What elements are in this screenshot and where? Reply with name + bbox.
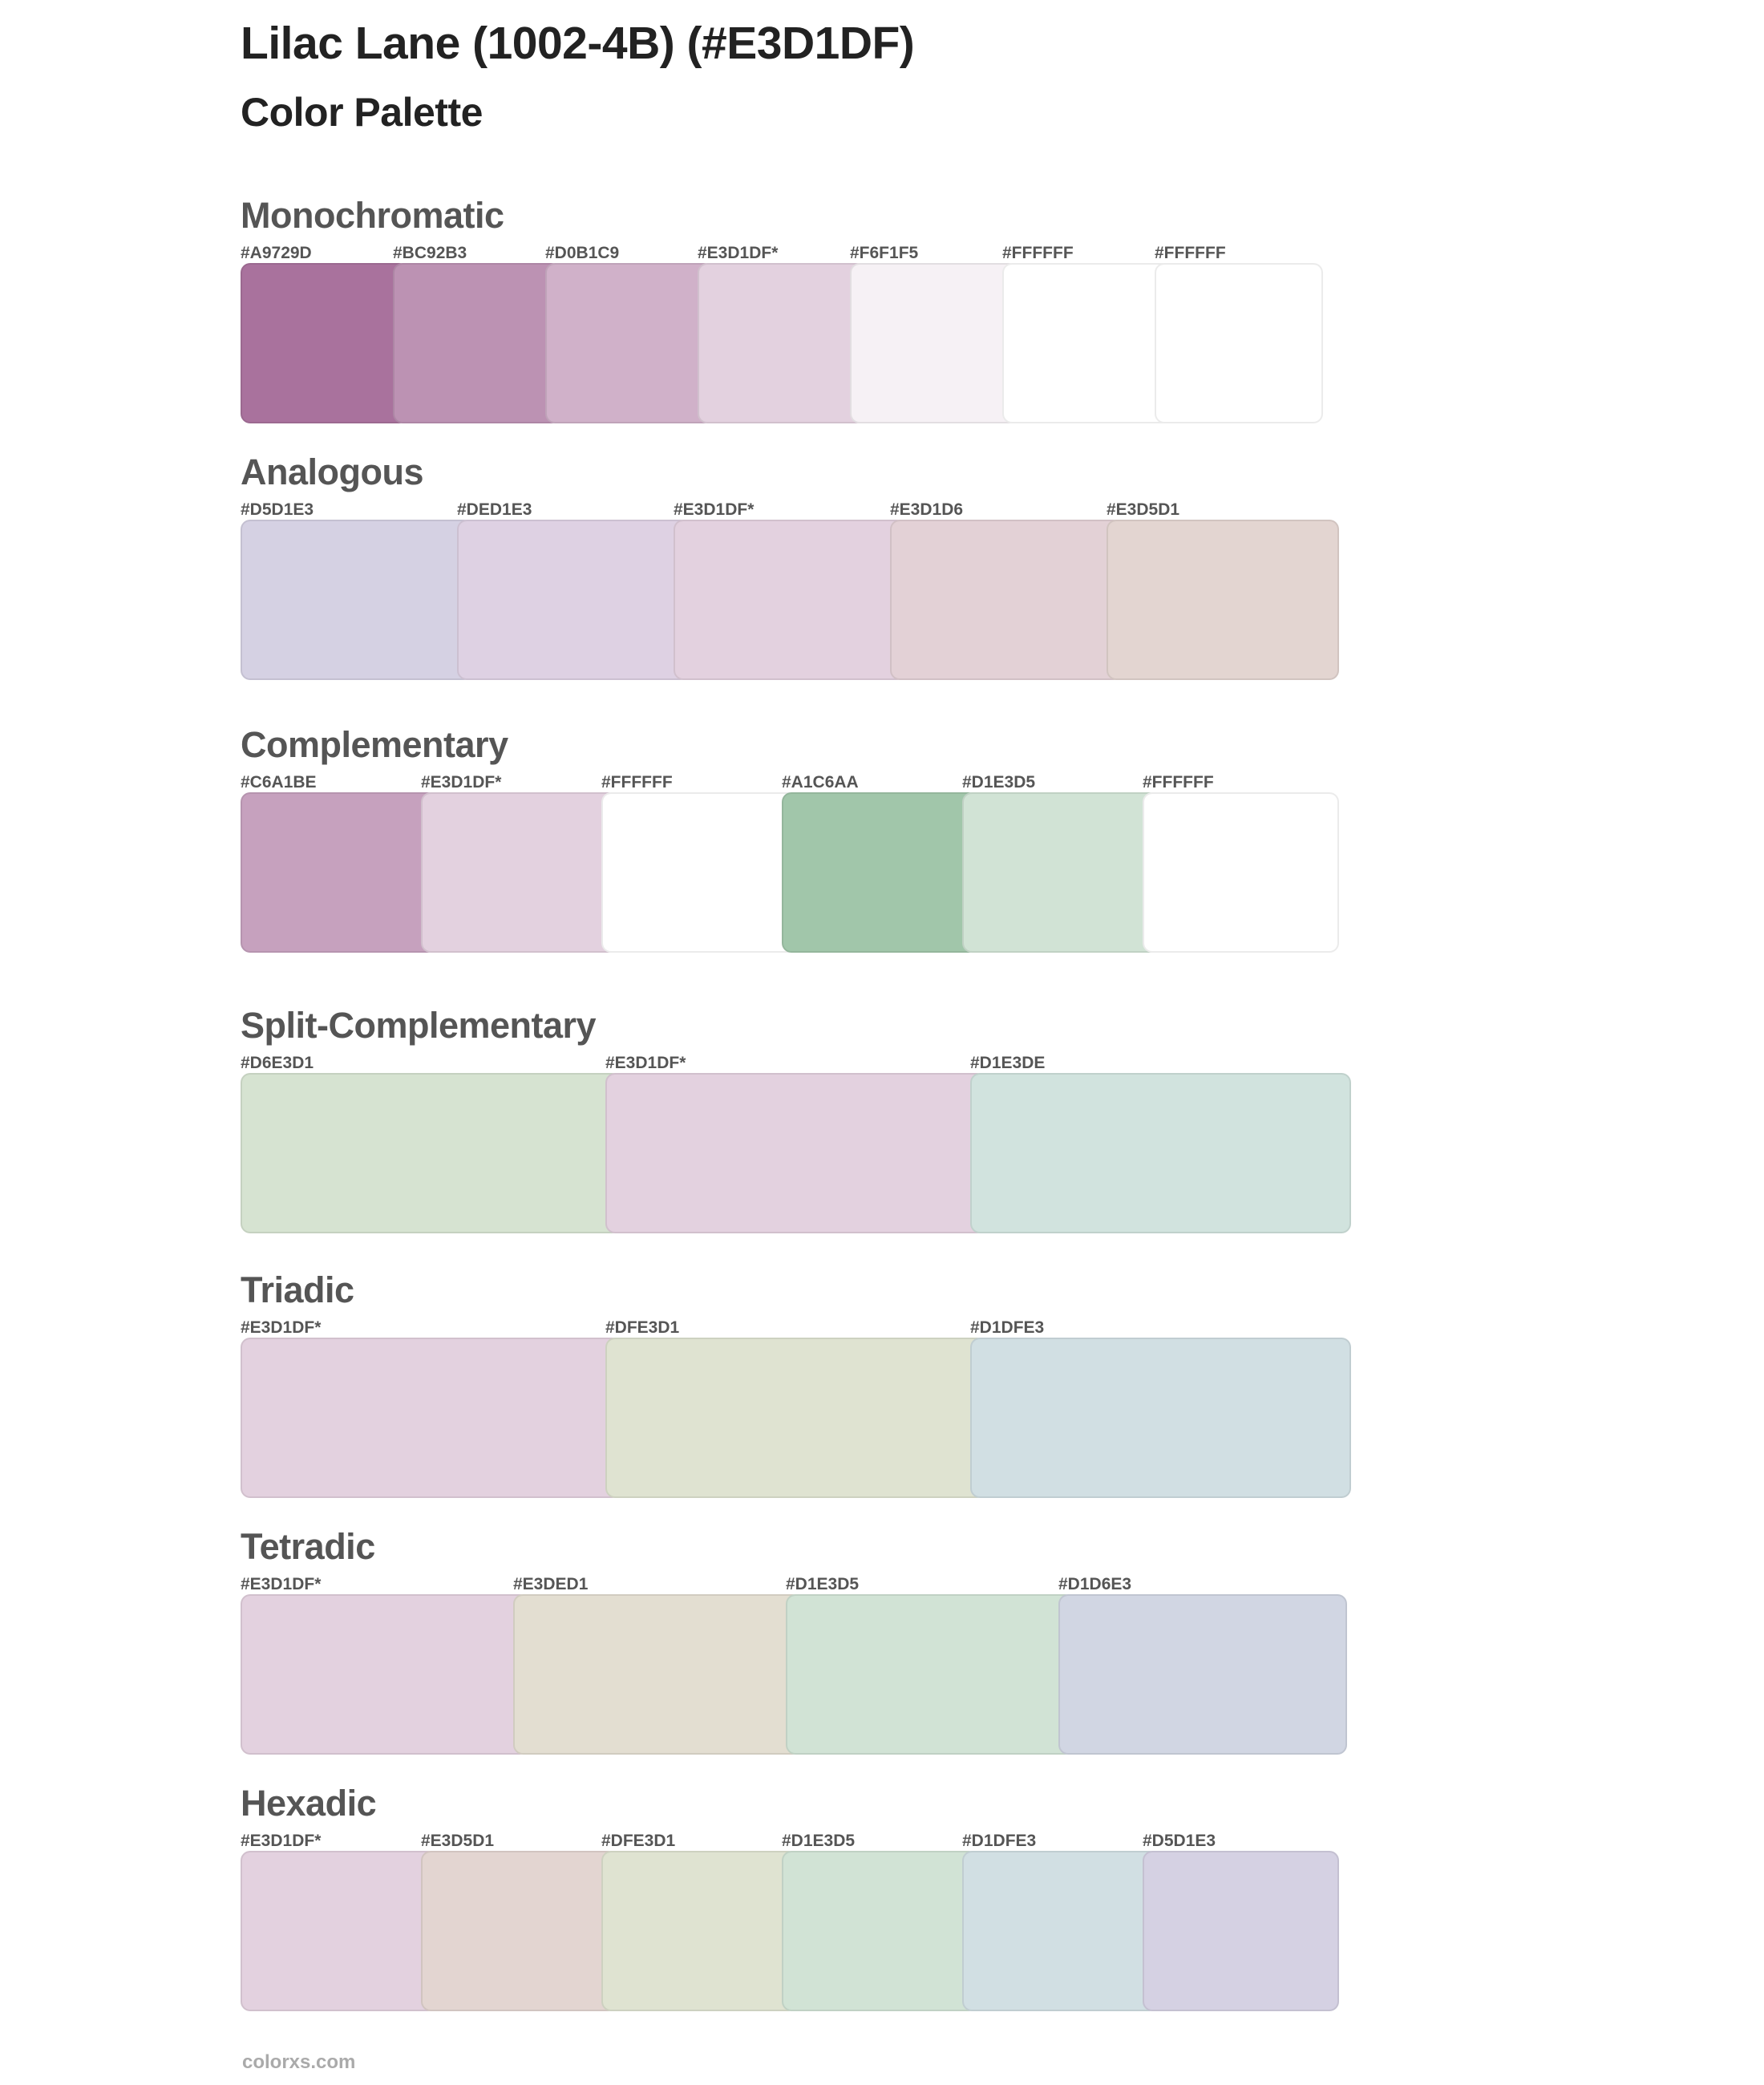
swatch-hex-label: #BC92B3 <box>393 244 467 262</box>
color-swatch[interactable] <box>970 1073 1351 1233</box>
color-swatch[interactable] <box>1143 792 1339 953</box>
color-swatch[interactable] <box>421 792 617 953</box>
swatch-hex-label: #A9729D <box>241 244 312 262</box>
swatch-hex-label: #DED1E3 <box>457 500 532 519</box>
swatch-hex-label: #D1DFE3 <box>962 1832 1037 1850</box>
color-swatch[interactable] <box>850 263 1018 423</box>
color-swatch[interactable] <box>421 1851 617 2011</box>
swatch-hex-label: #D1D6E3 <box>1058 1575 1132 1593</box>
swatch-hex-label: #E3D1DF* <box>241 1575 322 1593</box>
section-heading: Hexadic <box>241 1783 377 1824</box>
page-subtitle: Color Palette <box>241 90 483 135</box>
color-swatch[interactable] <box>970 1338 1351 1498</box>
section-heading: Split-Complementary <box>241 1005 597 1046</box>
color-swatch[interactable] <box>605 1073 986 1233</box>
swatch-hex-label: #D1E3D5 <box>782 1832 856 1850</box>
palette-section-analogous: Analogous #D5D1E3 #DED1E3 #E3D1DF* #E3D1D6 #E… <box>0 0 1764 680</box>
swatch-hex-label: #D1DFE3 <box>970 1318 1045 1337</box>
color-swatch[interactable] <box>786 1594 1074 1755</box>
color-swatch[interactable] <box>890 520 1123 680</box>
color-swatch[interactable] <box>1058 1594 1347 1755</box>
color-swatch[interactable] <box>601 1851 798 2011</box>
swatch-hex-label: #D1E3DE <box>970 1054 1046 1072</box>
palette-section-tetradic: Tetradic #E3D1DF* #E3DED1 #D1E3D5 #D1D6E3 <box>0 0 1764 1755</box>
page-title: Lilac Lane (1002-4B) (#E3D1DF) <box>241 18 915 69</box>
palette-section-complementary: Complementary #C6A1BE #E3D1DF* #FFFFFF #A1C6… <box>0 0 1764 953</box>
section-heading: Monochromatic <box>241 195 504 236</box>
color-swatch[interactable] <box>782 792 978 953</box>
swatch-hex-label: #E3D1DF* <box>605 1054 686 1072</box>
palette-section-triadic: Triadic #E3D1DF* #DFE3D1 #D1DFE3 <box>0 0 1764 1498</box>
color-swatch[interactable] <box>241 1073 621 1233</box>
swatch-hex-label: #E3D1DF* <box>674 500 755 519</box>
swatch-hex-label: #E3D1DF* <box>698 244 779 262</box>
color-swatch[interactable] <box>241 1338 621 1498</box>
swatch-hex-label: #D5D1E3 <box>1143 1832 1216 1850</box>
color-swatch[interactable] <box>1143 1851 1339 2011</box>
swatch-hex-label: #FFFFFF <box>1002 244 1074 262</box>
swatch-hex-label: #DFE3D1 <box>605 1318 680 1337</box>
swatch-hex-label: #E3DED1 <box>513 1575 589 1593</box>
color-swatch[interactable] <box>962 792 1159 953</box>
swatch-hex-label: #F6F1F5 <box>850 244 919 262</box>
swatch-hex-label: #FFFFFF <box>1143 773 1214 791</box>
color-swatch[interactable] <box>1155 263 1323 423</box>
swatch-hex-label: #D5D1E3 <box>241 500 314 519</box>
swatch-hex-label: #E3D5D1 <box>421 1832 495 1850</box>
palette-section-hexadic: Hexadic #E3D1DF* #E3D5D1 #DFE3D1 #D1E3D5 #D1D… <box>0 0 1764 2011</box>
color-swatch[interactable] <box>698 263 866 423</box>
color-swatch[interactable] <box>241 520 473 680</box>
color-swatch[interactable] <box>605 1338 986 1498</box>
color-swatch[interactable] <box>1002 263 1171 423</box>
palette-section-split-complementary: Split-Complementary #D6E3D1 #E3D1DF* #D1E3D… <box>0 0 1764 1233</box>
footer-brand-link[interactable]: colorxs.com <box>242 2051 356 2073</box>
swatch-hex-label: #FFFFFF <box>1155 244 1226 262</box>
color-swatch[interactable] <box>513 1594 802 1755</box>
swatch-hex-label: #D1E3D5 <box>786 1575 860 1593</box>
swatch-hex-label: #E3D5D1 <box>1107 500 1180 519</box>
swatch-hex-label: #A1C6AA <box>782 773 859 791</box>
color-swatch[interactable] <box>241 1851 437 2011</box>
color-swatch[interactable] <box>393 263 561 423</box>
section-heading: Tetradic <box>241 1526 375 1567</box>
color-swatch[interactable] <box>962 1851 1159 2011</box>
color-swatch[interactable] <box>1107 520 1339 680</box>
swatch-hex-label: #E3D1DF* <box>241 1832 322 1850</box>
swatch-hex-label: #E3D1DF* <box>421 773 502 791</box>
color-swatch[interactable] <box>674 520 906 680</box>
swatch-hex-label: #E3D1DF* <box>241 1318 322 1337</box>
swatch-hex-label: #E3D1D6 <box>890 500 964 519</box>
swatch-hex-label: #D6E3D1 <box>241 1054 314 1072</box>
section-heading: Complementary <box>241 724 508 765</box>
swatch-hex-label: #FFFFFF <box>601 773 673 791</box>
swatch-hex-label: #C6A1BE <box>241 773 317 791</box>
swatch-hex-label: #D1E3D5 <box>962 773 1036 791</box>
section-heading: Analogous <box>241 451 424 492</box>
section-heading: Triadic <box>241 1269 354 1310</box>
color-swatch[interactable] <box>241 1594 529 1755</box>
color-swatch[interactable] <box>457 520 690 680</box>
palette-section-monochromatic: Monochromatic #A9729D #BC92B3 #D0B1C9 #E3D1D… <box>0 0 1764 423</box>
color-swatch[interactable] <box>782 1851 978 2011</box>
color-swatch[interactable] <box>545 263 714 423</box>
color-swatch[interactable] <box>241 792 437 953</box>
swatch-hex-label: #DFE3D1 <box>601 1832 676 1850</box>
color-swatch[interactable] <box>601 792 798 953</box>
color-swatch[interactable] <box>241 263 409 423</box>
swatch-hex-label: #D0B1C9 <box>545 244 620 262</box>
